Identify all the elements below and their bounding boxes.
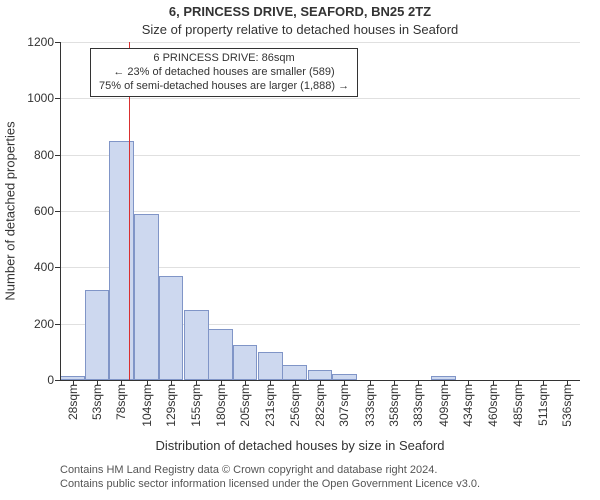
x-tick-label: 409sqm xyxy=(437,380,451,427)
histogram-bar xyxy=(208,329,233,380)
x-tick-label: 536sqm xyxy=(560,380,574,427)
x-tick-label: 460sqm xyxy=(486,380,500,427)
chart-title: 6, PRINCESS DRIVE, SEAFORD, BN25 2TZ xyxy=(0,4,600,19)
grid-line xyxy=(60,155,580,156)
chart-subtitle: Size of property relative to detached ho… xyxy=(0,22,600,37)
x-tick-label: 205sqm xyxy=(238,380,252,427)
y-axis-line xyxy=(60,42,61,380)
grid-line xyxy=(60,98,580,99)
y-tick-label: 1200 xyxy=(27,35,60,49)
y-tick-label: 400 xyxy=(34,260,60,274)
y-tick-label: 600 xyxy=(34,204,60,218)
histogram-bar xyxy=(184,310,209,380)
attribution-text: Contains HM Land Registry data © Crown c… xyxy=(60,464,480,492)
attribution-line-1: Contains HM Land Registry data © Crown c… xyxy=(60,464,480,478)
histogram-bar xyxy=(258,352,283,380)
x-tick-label: 231sqm xyxy=(263,380,277,427)
y-tick-label: 0 xyxy=(47,373,60,387)
x-tick-label: 129sqm xyxy=(164,380,178,427)
attribution-line-2: Contains public sector information licen… xyxy=(60,478,480,492)
grid-line xyxy=(60,211,580,212)
histogram-bar xyxy=(282,365,307,380)
y-tick-label: 1000 xyxy=(27,91,60,105)
y-tick-label: 200 xyxy=(34,317,60,331)
x-tick-label: 180sqm xyxy=(214,380,228,427)
y-tick-label: 800 xyxy=(34,148,60,162)
annotation-line-1: 6 PRINCESS DRIVE: 86sqm xyxy=(99,52,349,66)
x-axis-title: Distribution of detached houses by size … xyxy=(0,438,600,453)
annotation-line-2: ← 23% of detached houses are smaller (58… xyxy=(99,66,349,80)
x-tick-label: 358sqm xyxy=(387,380,401,427)
annotation-box: 6 PRINCESS DRIVE: 86sqm ← 23% of detache… xyxy=(90,48,358,97)
x-axis-line xyxy=(60,380,580,381)
x-tick-label: 78sqm xyxy=(114,380,128,420)
annotation-line-3: 75% of semi-detached houses are larger (… xyxy=(99,80,349,94)
histogram-bar xyxy=(85,290,110,380)
x-tick-label: 53sqm xyxy=(90,380,104,420)
grid-line xyxy=(60,42,580,43)
x-tick-label: 434sqm xyxy=(461,380,475,427)
x-tick-label: 155sqm xyxy=(189,380,203,427)
histogram-bar xyxy=(159,276,184,380)
x-tick-label: 104sqm xyxy=(140,380,154,427)
chart-container: 6, PRINCESS DRIVE, SEAFORD, BN25 2TZ Siz… xyxy=(0,0,600,500)
x-tick-label: 256sqm xyxy=(288,380,302,427)
x-tick-label: 383sqm xyxy=(411,380,425,427)
histogram-bar xyxy=(233,345,258,380)
x-tick-label: 282sqm xyxy=(313,380,327,427)
x-tick-label: 28sqm xyxy=(66,380,80,420)
y-axis-title: Number of detached properties xyxy=(3,121,18,300)
x-tick-label: 333sqm xyxy=(363,380,377,427)
x-tick-label: 511sqm xyxy=(536,380,550,426)
x-tick-label: 307sqm xyxy=(337,380,351,427)
histogram-bar xyxy=(134,214,159,380)
histogram-bar xyxy=(308,370,333,380)
x-tick-label: 485sqm xyxy=(511,380,525,427)
